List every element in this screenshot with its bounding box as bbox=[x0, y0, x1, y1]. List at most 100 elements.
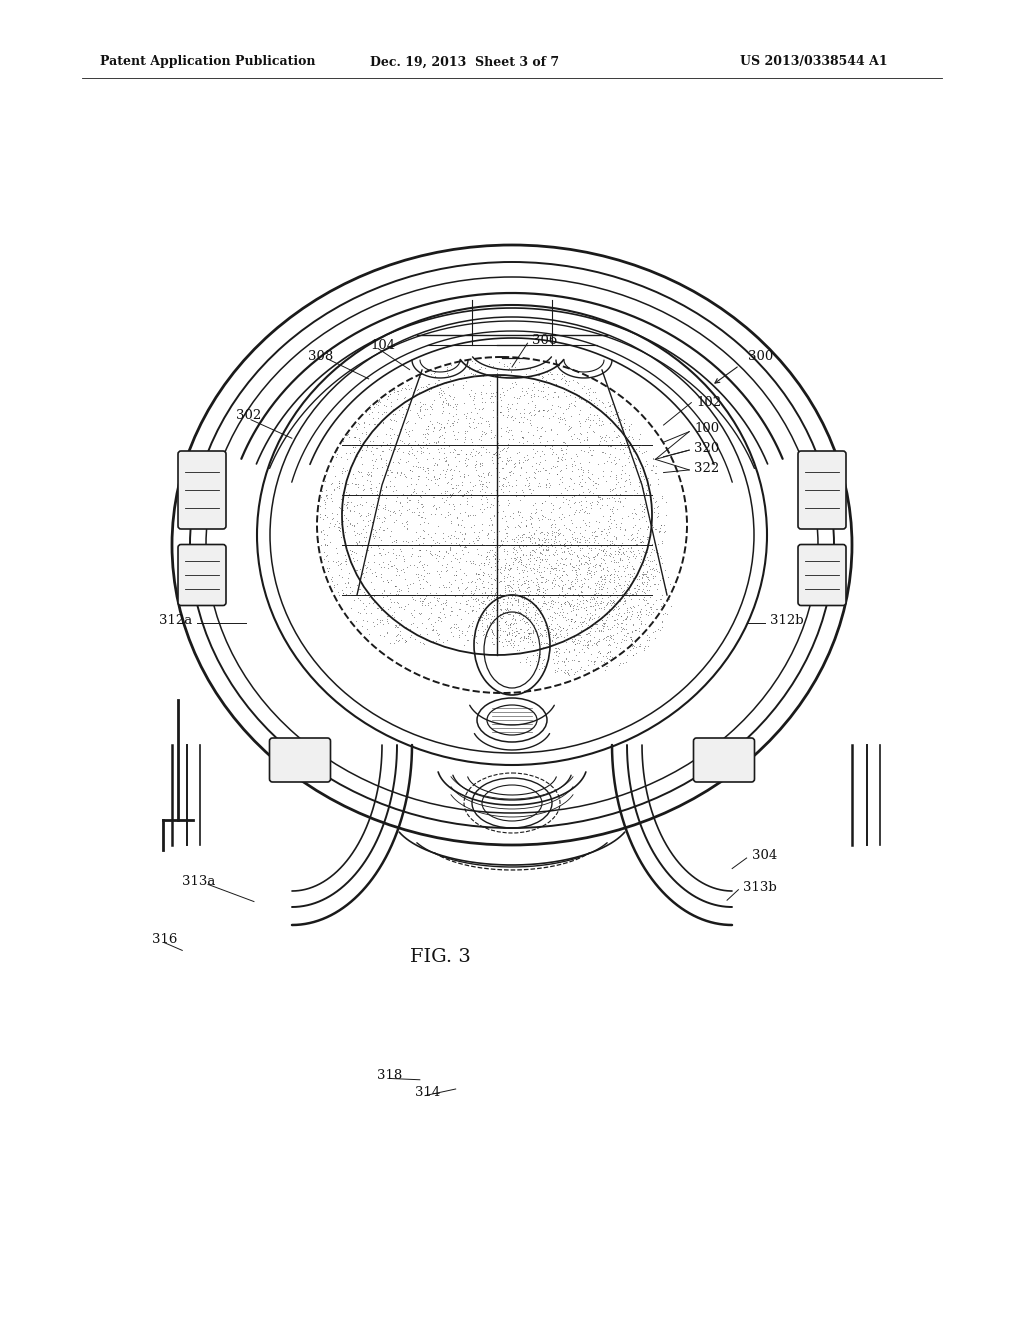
Point bbox=[634, 581, 650, 602]
Point bbox=[623, 566, 639, 587]
Point bbox=[540, 363, 556, 384]
Point bbox=[597, 442, 613, 463]
Point bbox=[555, 607, 571, 628]
Point bbox=[515, 607, 531, 628]
Point bbox=[375, 432, 391, 453]
Point bbox=[516, 524, 532, 545]
Point bbox=[477, 549, 494, 570]
Point bbox=[646, 607, 663, 628]
Text: US 2013/0338544 A1: US 2013/0338544 A1 bbox=[740, 55, 888, 69]
Point bbox=[604, 430, 621, 451]
Point bbox=[427, 521, 443, 543]
Point bbox=[558, 548, 574, 569]
Point bbox=[385, 381, 401, 403]
Point bbox=[614, 543, 631, 564]
Point bbox=[508, 548, 524, 569]
Point bbox=[542, 623, 558, 644]
Point bbox=[565, 631, 582, 652]
Point bbox=[481, 566, 498, 587]
Point bbox=[338, 577, 354, 598]
Point bbox=[530, 428, 547, 449]
Point bbox=[564, 454, 581, 475]
Point bbox=[622, 582, 638, 603]
Point bbox=[449, 605, 465, 626]
Point bbox=[458, 577, 474, 598]
Point bbox=[443, 370, 460, 391]
Point bbox=[331, 520, 347, 541]
Point bbox=[515, 426, 531, 447]
Point bbox=[467, 457, 483, 478]
Point bbox=[522, 655, 539, 676]
Point bbox=[336, 504, 352, 525]
Point bbox=[627, 619, 643, 640]
Point bbox=[349, 574, 366, 595]
Point bbox=[380, 465, 396, 486]
Point bbox=[511, 569, 527, 590]
Point bbox=[434, 380, 451, 401]
Point bbox=[455, 623, 471, 644]
Point bbox=[505, 463, 521, 484]
Point bbox=[595, 453, 611, 474]
Point bbox=[380, 572, 396, 593]
Point bbox=[536, 374, 552, 395]
Point bbox=[375, 587, 391, 609]
Point bbox=[438, 372, 455, 393]
Point bbox=[457, 453, 473, 474]
Point bbox=[449, 429, 465, 450]
Point bbox=[413, 603, 429, 624]
Point bbox=[414, 507, 430, 528]
Point bbox=[623, 628, 639, 649]
Point bbox=[639, 454, 655, 475]
Point bbox=[555, 432, 571, 453]
Point bbox=[466, 572, 482, 593]
Point bbox=[472, 407, 488, 428]
Point bbox=[527, 601, 544, 622]
Point bbox=[601, 543, 617, 564]
Point bbox=[506, 528, 522, 549]
Point bbox=[518, 598, 535, 619]
Point bbox=[355, 527, 372, 548]
Point bbox=[596, 627, 612, 648]
Point bbox=[559, 436, 575, 457]
Point bbox=[398, 412, 415, 433]
Point bbox=[431, 420, 447, 441]
Point bbox=[577, 607, 593, 628]
Point bbox=[460, 465, 476, 486]
Point bbox=[313, 486, 330, 507]
Point bbox=[458, 590, 474, 611]
Point bbox=[519, 614, 536, 635]
Point bbox=[504, 624, 520, 645]
Point bbox=[436, 418, 453, 440]
Point bbox=[511, 623, 527, 644]
Point bbox=[440, 494, 457, 515]
Point bbox=[423, 503, 439, 524]
Point bbox=[507, 626, 523, 647]
Point bbox=[528, 594, 545, 615]
Point bbox=[586, 561, 602, 582]
Point bbox=[473, 606, 489, 627]
Point bbox=[587, 620, 603, 642]
Point bbox=[485, 506, 502, 527]
Point bbox=[596, 615, 612, 636]
Point bbox=[523, 516, 540, 537]
Point bbox=[500, 360, 516, 381]
Point bbox=[563, 539, 580, 560]
Point bbox=[629, 503, 645, 524]
Point bbox=[335, 430, 351, 451]
Point bbox=[511, 579, 527, 601]
Point bbox=[565, 529, 582, 550]
Point bbox=[374, 440, 390, 461]
Point bbox=[488, 405, 505, 426]
Point bbox=[459, 480, 475, 502]
Point bbox=[338, 494, 354, 515]
Point bbox=[555, 403, 571, 424]
Point bbox=[333, 558, 349, 579]
Point bbox=[537, 544, 553, 565]
Point bbox=[343, 491, 359, 512]
Point bbox=[338, 482, 354, 503]
Point bbox=[402, 554, 419, 576]
Point bbox=[625, 614, 641, 635]
Point bbox=[459, 403, 475, 424]
Point bbox=[408, 585, 424, 606]
Point bbox=[458, 444, 474, 465]
